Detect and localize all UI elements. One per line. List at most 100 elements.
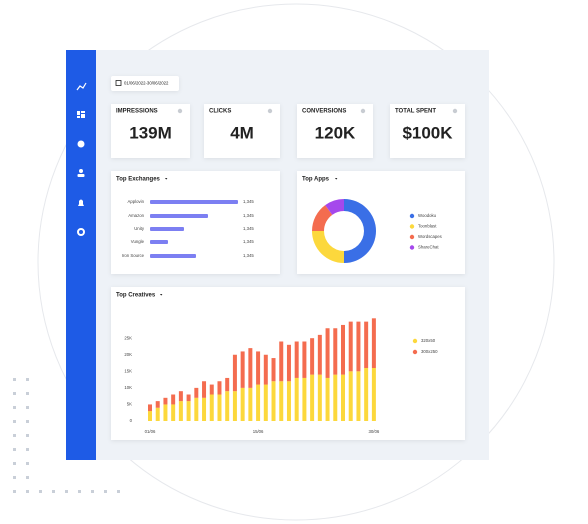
card-title: Top Apps xyxy=(302,177,330,183)
bar-segment xyxy=(148,404,152,412)
sidebar-icons xyxy=(76,82,87,236)
background-circle xyxy=(37,3,555,521)
nav-billing[interactable] xyxy=(77,140,85,148)
calendar-icon xyxy=(115,80,122,86)
bar-segment xyxy=(364,321,369,368)
bar xyxy=(150,200,238,204)
legend-label: Toonblast xyxy=(418,224,437,229)
bar-segment xyxy=(148,411,152,421)
bar-segment xyxy=(302,341,307,378)
nav-user[interactable] xyxy=(77,169,85,177)
dropdown-caret[interactable] xyxy=(165,178,168,180)
kpi-label: TOTAL SPENT xyxy=(395,109,436,115)
bar-segment xyxy=(256,384,261,421)
kpi-value: 120K xyxy=(315,123,356,142)
legend-label: Wordscapes xyxy=(418,234,442,239)
bar xyxy=(150,227,184,231)
category-label: Unity xyxy=(134,226,145,231)
kpi-value: 139M xyxy=(129,123,172,142)
bar-segment xyxy=(186,401,191,421)
donut-segment xyxy=(312,205,333,231)
dropdown-caret[interactable] xyxy=(160,294,163,296)
sidebar xyxy=(66,50,96,460)
amount-label: 1,345 xyxy=(243,226,254,231)
bar-segment xyxy=(202,381,207,398)
bar-segment xyxy=(271,358,276,382)
bar-segment xyxy=(194,397,199,421)
bar-segment xyxy=(256,351,261,385)
amount-label: 1,345 xyxy=(243,253,254,258)
legend-swatch xyxy=(409,224,415,229)
bar-segment xyxy=(279,381,284,421)
x-tick-label: 15/06 xyxy=(253,429,264,434)
bar-segment xyxy=(348,321,353,372)
info-icon xyxy=(267,108,273,114)
bar xyxy=(150,240,168,244)
kpi-label: CONVERSIONS xyxy=(302,109,346,115)
kpi-card xyxy=(204,104,280,158)
bar-segment xyxy=(248,387,253,421)
bar-segment xyxy=(155,401,160,408)
bar-segment xyxy=(248,348,253,388)
bar-segment xyxy=(279,341,284,382)
legend-label: ShareChat xyxy=(418,245,439,250)
bar-segment xyxy=(240,351,245,388)
bar-segment xyxy=(310,338,315,375)
info-icon xyxy=(360,108,366,114)
nav-dashboard[interactable] xyxy=(77,111,85,118)
legend-swatch xyxy=(412,338,418,344)
bar-segment xyxy=(171,404,176,421)
bar xyxy=(150,214,208,218)
legend-label: Woodoku xyxy=(418,213,437,218)
legend-swatch xyxy=(412,349,418,355)
bar-segment xyxy=(310,374,315,421)
date-picker[interactable] xyxy=(111,76,179,91)
bar-segment xyxy=(341,374,345,421)
kpi-label: IMPRESSIONS xyxy=(116,109,158,115)
category-label: Amazon xyxy=(128,213,144,218)
bar-segment xyxy=(217,381,222,395)
kpi-card xyxy=(111,104,190,158)
bar-segment xyxy=(325,328,330,378)
dot-grid xyxy=(10,486,130,504)
card-title: Top Creatives xyxy=(116,293,156,299)
bar-segment xyxy=(333,328,338,375)
bar-segment xyxy=(341,324,345,375)
legend-swatch xyxy=(409,234,415,240)
legend-swatch xyxy=(409,213,415,219)
y-tick-label: 20K xyxy=(124,352,132,357)
bar-segment xyxy=(294,341,299,378)
amount-label: 1,345 xyxy=(243,239,254,244)
card-title: Top Exchanges xyxy=(116,177,161,183)
nav-settings[interactable] xyxy=(77,228,85,236)
nav-analytics[interactable] xyxy=(76,82,87,91)
kpi-value: 4M xyxy=(230,123,254,142)
dropdown-caret[interactable] xyxy=(335,178,338,180)
bar-segment xyxy=(333,374,338,421)
amount-label: 1,345 xyxy=(243,213,254,218)
bar-segment xyxy=(356,371,361,421)
amount-label: 1,345 xyxy=(243,199,254,204)
bar-segment xyxy=(209,394,214,421)
donut-segment xyxy=(325,199,344,215)
bar-segment xyxy=(263,384,268,421)
x-tick-label: 01/06 xyxy=(145,429,156,434)
bar-segment xyxy=(364,368,369,421)
x-tick-label: 30/06 xyxy=(368,429,379,434)
y-tick-label: 5K xyxy=(127,402,132,407)
y-tick-label: 25K xyxy=(124,335,132,340)
nav-notifications[interactable] xyxy=(78,199,84,207)
bar-segment xyxy=(194,387,199,398)
bar-segment xyxy=(225,391,230,421)
bar-segment xyxy=(171,394,176,405)
kpi-label: CLICKS xyxy=(209,109,231,115)
info-icon xyxy=(177,108,183,114)
kpi-value: $100K xyxy=(402,123,453,142)
bar-segment xyxy=(163,397,168,405)
bar xyxy=(150,254,196,258)
bar-segment xyxy=(240,387,245,421)
legend-label: 320x50 xyxy=(421,338,436,343)
bar-segment xyxy=(294,377,299,421)
legend-label: 300x250 xyxy=(421,349,438,354)
donut-segment xyxy=(344,199,376,263)
